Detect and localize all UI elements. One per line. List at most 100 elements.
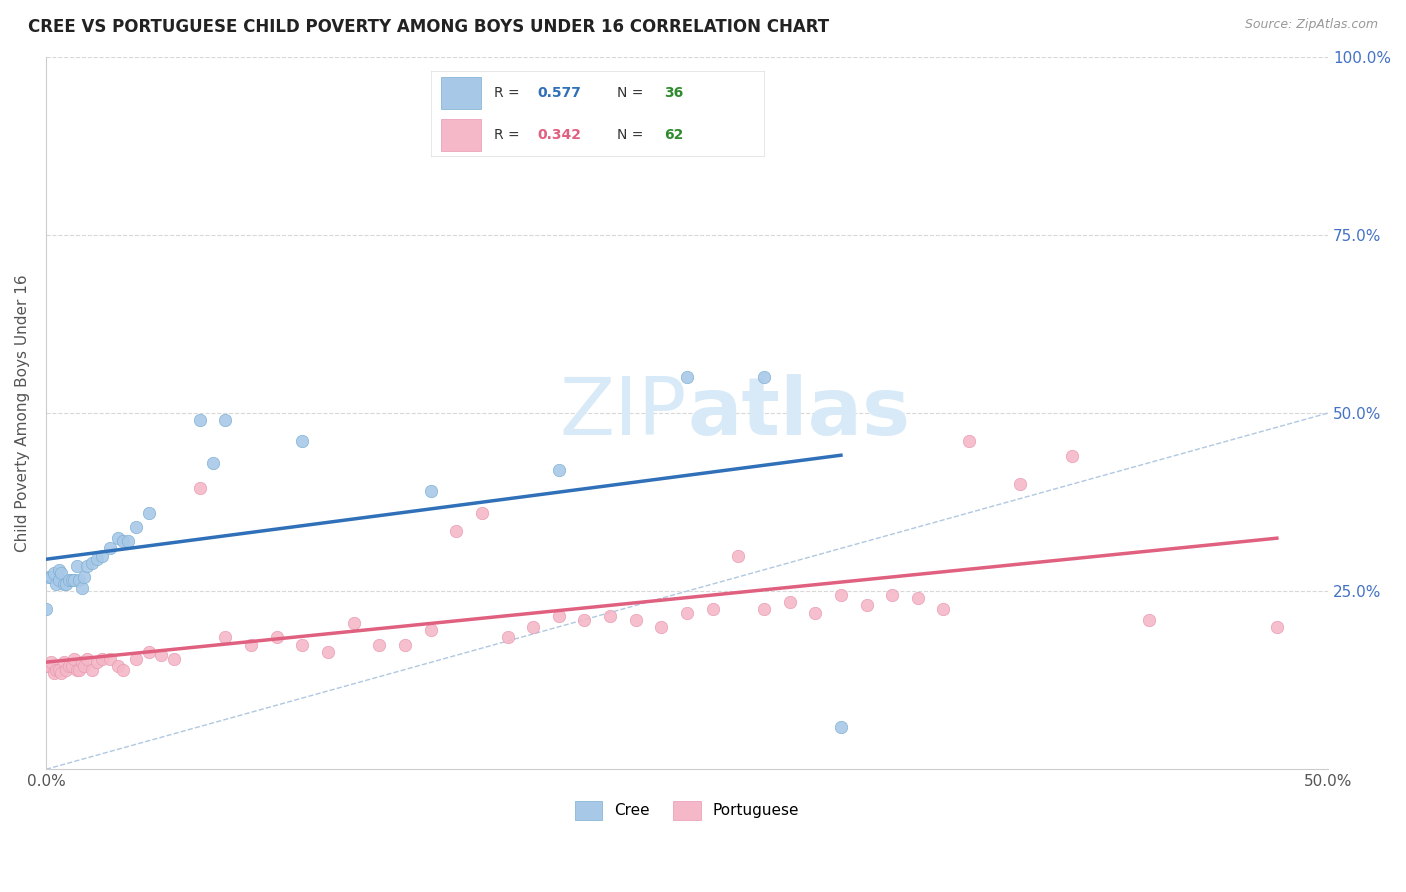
Point (547, 609, 569, 624)
Point (650, 620, 672, 634)
Point (188, 481, 211, 495)
Point (150, 648, 173, 663)
Point (39, 570, 62, 584)
Point (35, 602, 58, 616)
Point (98, 541, 121, 556)
Point (55, 577, 77, 591)
Point (67, 663, 90, 677)
Point (446, 524, 468, 538)
Point (201, 456, 224, 470)
Point (214, 413, 236, 427)
Point (107, 531, 129, 545)
Point (38, 570, 60, 584)
Point (111, 534, 134, 549)
Point (58, 659, 80, 673)
Point (830, 588, 852, 602)
Point (419, 484, 441, 499)
Point (125, 652, 148, 666)
Point (82, 663, 104, 677)
Point (66, 559, 89, 574)
Point (752, 370, 775, 384)
Point (117, 534, 139, 549)
Point (86, 552, 108, 566)
Point (138, 506, 160, 520)
Point (316, 645, 339, 659)
Legend: Cree, Portuguese: Cree, Portuguese (568, 795, 806, 826)
Point (214, 631, 236, 645)
Point (48, 663, 70, 677)
Point (1265, 620, 1288, 634)
Point (957, 434, 980, 449)
Point (91, 549, 114, 563)
Point (188, 413, 211, 427)
Point (51, 666, 73, 681)
Point (63, 574, 86, 588)
Point (51, 566, 73, 581)
Point (39, 656, 62, 670)
Point (291, 434, 314, 449)
Point (291, 638, 314, 652)
Point (599, 609, 621, 624)
Point (1137, 613, 1160, 627)
Point (70, 581, 93, 595)
Point (907, 591, 929, 606)
Point (676, 370, 699, 384)
Point (73, 570, 96, 584)
Point (66, 663, 89, 677)
Point (42, 566, 65, 581)
Point (855, 599, 877, 613)
Point (63, 652, 86, 666)
Point (574, 613, 596, 627)
Point (42, 666, 65, 681)
Point (394, 638, 416, 652)
Text: atlas: atlas (688, 374, 910, 452)
Text: CREE VS PORTUGUESE CHILD POVERTY AMONG BOYS UNDER 16 CORRELATION CHART: CREE VS PORTUGUESE CHILD POVERTY AMONG B… (28, 18, 830, 36)
Point (727, 549, 749, 563)
Point (1060, 449, 1083, 463)
Point (76, 652, 98, 666)
Point (522, 620, 544, 634)
Point (60, 659, 83, 673)
Point (70, 656, 93, 670)
Point (48, 574, 70, 588)
Point (419, 624, 441, 638)
Point (804, 606, 827, 620)
Point (125, 520, 148, 534)
Point (368, 638, 391, 652)
Point (138, 645, 160, 659)
Point (55, 663, 77, 677)
Y-axis label: Child Poverty Among Boys Under 16: Child Poverty Among Boys Under 16 (15, 274, 30, 552)
Point (91, 652, 114, 666)
Point (35, 659, 58, 673)
Point (163, 652, 186, 666)
Point (58, 574, 80, 588)
Point (52, 656, 75, 670)
Point (48, 563, 70, 577)
Point (471, 506, 494, 520)
Point (779, 595, 801, 609)
Point (496, 631, 519, 645)
Point (830, 720, 852, 734)
Point (266, 631, 288, 645)
Text: ZIP: ZIP (560, 374, 688, 452)
Text: Source: ZipAtlas.com: Source: ZipAtlas.com (1244, 18, 1378, 31)
Point (676, 606, 699, 620)
Point (60, 574, 83, 588)
Point (86, 656, 108, 670)
Point (45, 663, 67, 677)
Point (107, 659, 129, 673)
Point (702, 602, 724, 616)
Point (38, 659, 60, 673)
Point (882, 588, 904, 602)
Point (932, 602, 955, 616)
Point (1010, 477, 1032, 491)
Point (45, 577, 67, 591)
Point (76, 559, 98, 574)
Point (624, 613, 647, 627)
Point (98, 652, 121, 666)
Point (67, 574, 90, 588)
Point (82, 556, 104, 570)
Point (752, 602, 775, 616)
Point (73, 659, 96, 673)
Point (547, 463, 569, 477)
